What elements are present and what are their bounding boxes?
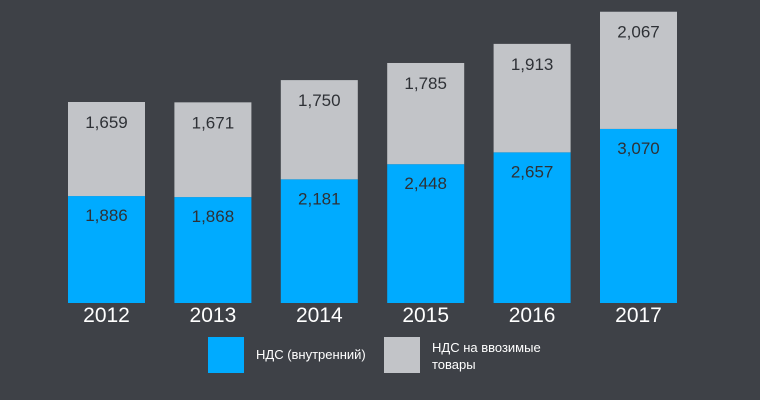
- legend-swatch-import-vat: [384, 337, 420, 373]
- data-label-import-vat-2015: 1,785: [404, 74, 447, 93]
- legend-label-import-vat: НДС на ввозимые товары: [432, 339, 541, 373]
- bar-import-vat-2017: [600, 11, 677, 129]
- chart-legend: НДС (внутренний) НДС на ввозимые товары: [208, 337, 568, 381]
- data-label-domestic-vat-2014: 2,181: [298, 189, 341, 208]
- data-label-import-vat-2012: 1,659: [85, 113, 128, 132]
- x-tick-label-2013: 2013: [190, 304, 237, 327]
- bar-domestic-vat-2012: [68, 196, 145, 303]
- bar-import-vat-2012: [68, 101, 145, 197]
- bar-domestic-vat-2015: [387, 164, 465, 303]
- data-label-import-vat-2013: 1,671: [192, 113, 235, 132]
- data-label-domestic-vat-2015: 2,448: [404, 174, 447, 193]
- data-label-domestic-vat-2012: 1,886: [85, 206, 128, 225]
- data-label-domestic-vat-2013: 1,868: [192, 207, 235, 226]
- bar-import-vat-2016: [493, 43, 571, 153]
- x-tick-label-2014: 2014: [296, 304, 343, 327]
- legend-label-import-vat-line1: НДС на ввозимые: [432, 340, 541, 355]
- bar-domestic-vat-2016: [493, 152, 571, 303]
- bar-domestic-vat-2014: [280, 179, 358, 303]
- bar-domestic-vat-2017: [600, 128, 677, 303]
- data-label-domestic-vat-2017: 3,070: [617, 139, 660, 158]
- data-label-import-vat-2017: 2,067: [617, 23, 660, 42]
- x-tick-label-2012: 2012: [83, 304, 130, 327]
- x-tick-label-2016: 2016: [509, 304, 556, 327]
- data-label-import-vat-2014: 1,750: [298, 91, 341, 110]
- x-tick-label-2015: 2015: [402, 304, 449, 327]
- legend-label-domestic-vat: НДС (внутренний): [256, 347, 366, 362]
- legend-swatch-domestic-vat: [208, 337, 244, 373]
- bar-import-vat-2014: [280, 80, 358, 180]
- legend-label-import-vat-line2: товары: [432, 357, 476, 372]
- bar-import-vat-2015: [387, 62, 465, 165]
- bar-domestic-vat-2013: [174, 197, 252, 303]
- x-tick-label-2017: 2017: [615, 304, 662, 327]
- bar-import-vat-2013: [174, 102, 252, 198]
- data-label-import-vat-2016: 1,913: [511, 55, 554, 74]
- data-label-domestic-vat-2016: 2,657: [511, 162, 554, 181]
